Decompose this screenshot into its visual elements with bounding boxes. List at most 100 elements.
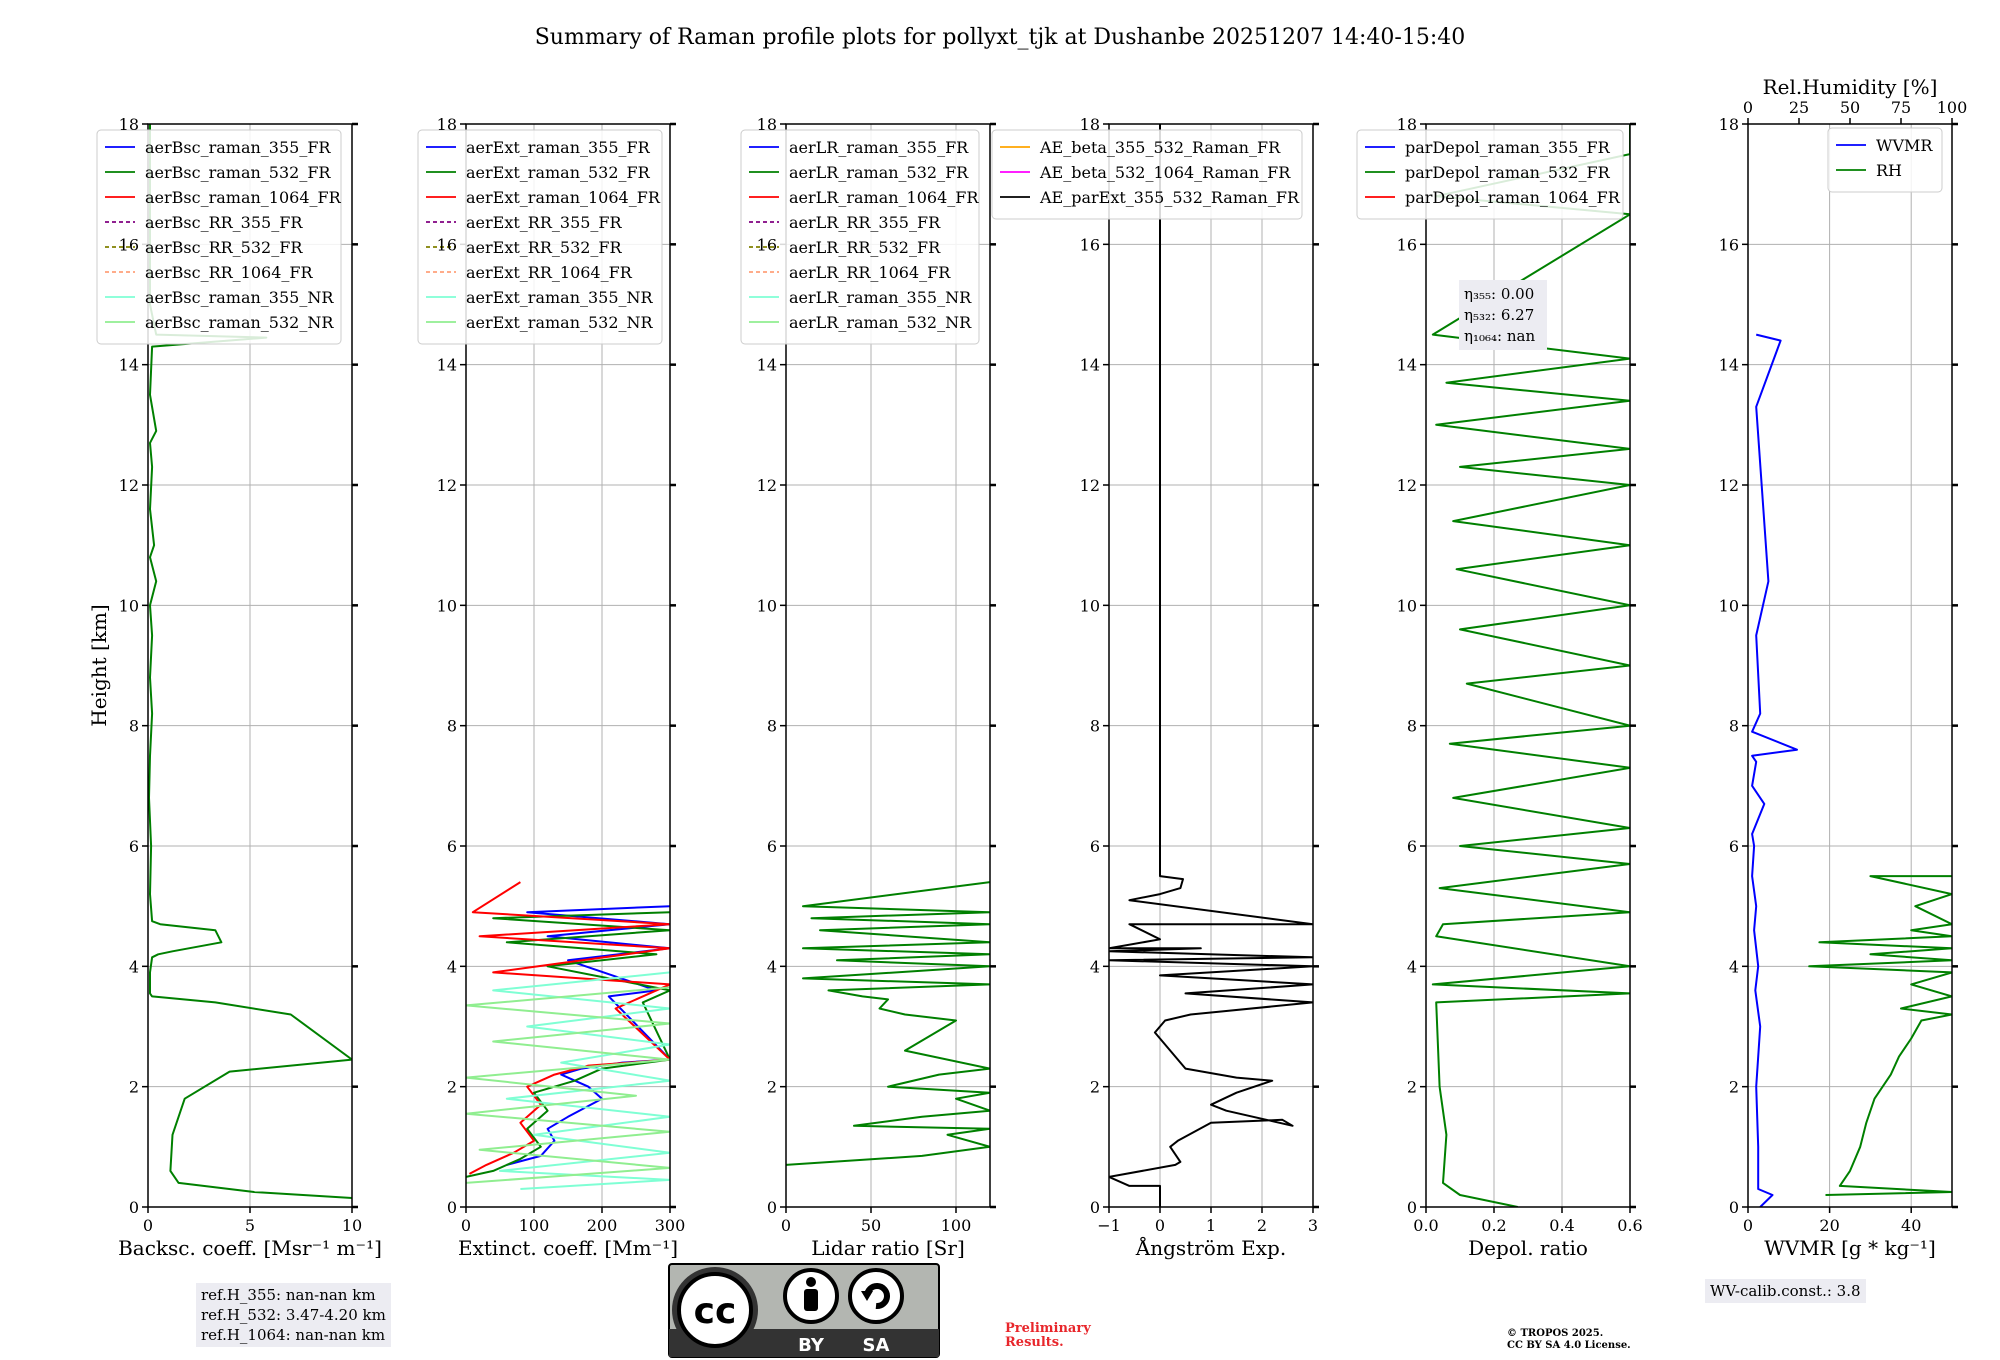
figure-title: Summary of Raman profile plots for polly… <box>535 25 1466 50</box>
ytick-label: 2 <box>767 1078 777 1097</box>
ytick-label: 18 <box>1080 115 1100 134</box>
xtick-label: 50 <box>861 1216 881 1235</box>
xtick-label: 0 <box>1743 1216 1753 1235</box>
legend-label: aerExt_RR_532_FR <box>466 238 623 257</box>
legend-label: parDepol_raman_355_FR <box>1405 138 1611 157</box>
panel-extinction <box>417 122 676 1213</box>
xtick-label: 1 <box>1206 1216 1216 1235</box>
ytick-label: 2 <box>1729 1078 1739 1097</box>
xtick-label: 200 <box>587 1216 618 1235</box>
ytick-label: 2 <box>1090 1078 1100 1097</box>
ytick-label: 12 <box>757 476 777 495</box>
ytick-label: 14 <box>757 356 777 375</box>
ref-h-1064: ref.H_1064: nan-nan km <box>201 1326 386 1344</box>
panel-angstrom <box>991 122 1319 1213</box>
ytick-label: 10 <box>437 596 457 615</box>
ytick-label: 2 <box>1407 1078 1417 1097</box>
series-WVMR <box>1751 333 1798 1207</box>
panel-lidar-ratio <box>740 122 996 1213</box>
ytick-label: 6 <box>447 837 457 856</box>
series-AE_parExt_355_532_Raman_FR <box>1109 124 1313 1207</box>
xtick-label: 0.2 <box>1481 1216 1506 1235</box>
legend-label: aerExt_raman_532_FR <box>466 163 651 182</box>
xtick-label: 0 <box>781 1216 791 1235</box>
cc-by-sa-logo: cc BY SA <box>668 1263 940 1358</box>
copyright: © TROPOS 2025. CC BY SA 4.0 License. <box>1507 1328 1631 1351</box>
ytick-label: 0 <box>1729 1198 1739 1217</box>
axes-frame <box>785 123 991 1208</box>
ytick-label: 0 <box>1090 1198 1100 1217</box>
legend-label: aerLR_raman_355_NR <box>789 288 972 307</box>
legend-label: aerLR_raman_1064_FR <box>789 188 979 207</box>
panel-backscatter <box>96 122 358 1213</box>
ytick-label: 4 <box>1090 957 1100 976</box>
ytick-label: 2 <box>129 1078 139 1097</box>
legend-label: aerExt_raman_355_NR <box>466 288 654 307</box>
ytick-label: 6 <box>1407 837 1417 856</box>
ytick-label: 12 <box>437 476 457 495</box>
legend-label: AE_parExt_355_532_Raman_FR <box>1039 188 1300 207</box>
eta-label: η₁₀₆₄: nan <box>1464 327 1535 345</box>
xtick-label: 20 <box>1819 1216 1839 1235</box>
x-axis-label: Extinct. coeff. [Mm⁻¹] <box>458 1236 678 1260</box>
data-layer <box>1431 124 1630 1207</box>
y-axis-label: Height [km] <box>87 604 111 726</box>
ytick-label: 14 <box>119 356 139 375</box>
x-axis-label: Ångström Exp. <box>1135 1235 1286 1260</box>
legend-label: aerExt_RR_1064_FR <box>466 263 633 282</box>
ytick-label: 4 <box>129 957 139 976</box>
wv-calib-note: WV-calib.const.: 3.8 <box>1705 1279 1866 1303</box>
ytick-label: 0 <box>129 1198 139 1217</box>
top-xtick-label: 50 <box>1840 98 1860 117</box>
ytick-label: 8 <box>1407 717 1417 736</box>
ytick-label: 10 <box>1397 596 1417 615</box>
ytick-label: 8 <box>447 717 457 736</box>
series-aerLR_raman_532_FR <box>786 881 990 1166</box>
series-parDepol_raman_532_FR <box>1431 124 1630 1207</box>
ytick-label: 8 <box>129 717 139 736</box>
xtick-label: −1 <box>1097 1216 1121 1235</box>
legend-label: aerBsc_raman_532_NR <box>145 313 334 332</box>
ytick-label: 12 <box>119 476 139 495</box>
ytick-label: 6 <box>129 837 139 856</box>
xtick-label: 40 <box>1901 1216 1921 1235</box>
xtick-label: 0.0 <box>1413 1216 1438 1235</box>
xtick-label: 5 <box>245 1216 255 1235</box>
legend-label: aerBsc_raman_532_FR <box>145 163 331 182</box>
legend-label: RH <box>1876 161 1902 180</box>
xtick-label: 100 <box>941 1216 972 1235</box>
legend-label: parDepol_raman_532_FR <box>1405 163 1611 182</box>
xtick-label: 0.6 <box>1617 1216 1642 1235</box>
legend-label: aerExt_raman_355_FR <box>466 138 651 157</box>
ytick-label: 4 <box>1729 957 1739 976</box>
axes-frame <box>1425 123 1631 1208</box>
xtick-label: 0 <box>143 1216 153 1235</box>
eta-box <box>1459 280 1547 350</box>
ref-h-355: ref.H_355: nan-nan km <box>201 1286 376 1304</box>
ref-h-532: ref.H_532: 3.47-4.20 km <box>201 1306 386 1324</box>
legend-label: aerExt_raman_1064_FR <box>466 188 661 207</box>
cc-by-label: BY <box>798 1335 825 1356</box>
ytick-label: 0 <box>1407 1198 1417 1217</box>
ytick-label: 12 <box>1080 476 1100 495</box>
xtick-label: 10 <box>342 1216 362 1235</box>
legend-label: aerLR_RR_1064_FR <box>789 263 951 282</box>
legend-label: aerBsc_raman_1064_FR <box>145 188 342 207</box>
ytick-label: 16 <box>1080 235 1100 254</box>
ytick-label: 16 <box>1719 235 1739 254</box>
xtick-label: 2 <box>1257 1216 1267 1235</box>
ytick-label: 10 <box>1080 596 1100 615</box>
legend-label: aerLR_RR_355_FR <box>789 213 941 232</box>
legend-box <box>991 129 1303 220</box>
ytick-label: 8 <box>1090 717 1100 736</box>
eta-label: η₃₅₅: 0.00 <box>1464 285 1534 303</box>
legend-box <box>1356 129 1624 220</box>
axes-frame <box>1747 123 1953 1208</box>
eta-label: η₅₃₂: 6.27 <box>1464 306 1534 324</box>
legend-label: aerLR_raman_532_NR <box>789 313 972 332</box>
ytick-label: 6 <box>1090 837 1100 856</box>
legend-label: aerBsc_RR_1064_FR <box>145 263 314 282</box>
legend-label: aerExt_raman_532_NR <box>466 313 654 332</box>
legend-label: aerBsc_raman_355_FR <box>145 138 331 157</box>
ytick-label: 12 <box>1397 476 1417 495</box>
